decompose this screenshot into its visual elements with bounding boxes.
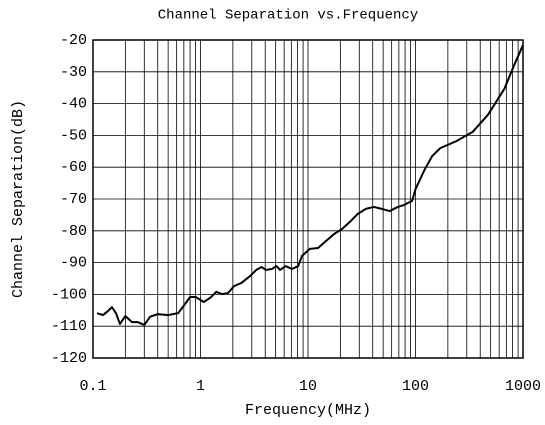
y-tick-label: -60 xyxy=(60,159,87,176)
x-tick-label: 100 xyxy=(402,378,429,395)
y-tick-label: -50 xyxy=(60,127,87,144)
y-tick-label: -40 xyxy=(60,96,87,113)
x-tick-label: 1 xyxy=(196,378,205,395)
y-tick-label: -30 xyxy=(60,64,87,81)
x-tick-label: 1000 xyxy=(505,378,541,395)
y-tick-label: -100 xyxy=(51,286,87,303)
y-tick-label: -120 xyxy=(51,350,87,367)
y-tick-label: -20 xyxy=(60,32,87,49)
data-line xyxy=(96,44,524,326)
y-tick-label: -110 xyxy=(51,318,87,335)
y-tick-label: -70 xyxy=(60,191,87,208)
y-tick-label: -90 xyxy=(60,255,87,272)
x-tick-label: 0.1 xyxy=(79,378,106,395)
x-axis-label: Frequency(MHz) xyxy=(245,402,371,419)
chart-title: Channel Separation vs.Frequency xyxy=(158,8,418,24)
y-axis-label: Channel Separation(dB) xyxy=(10,100,27,298)
plot-frame xyxy=(92,39,524,359)
y-tick-label: -80 xyxy=(60,223,87,240)
x-tick-label: 10 xyxy=(299,378,317,395)
